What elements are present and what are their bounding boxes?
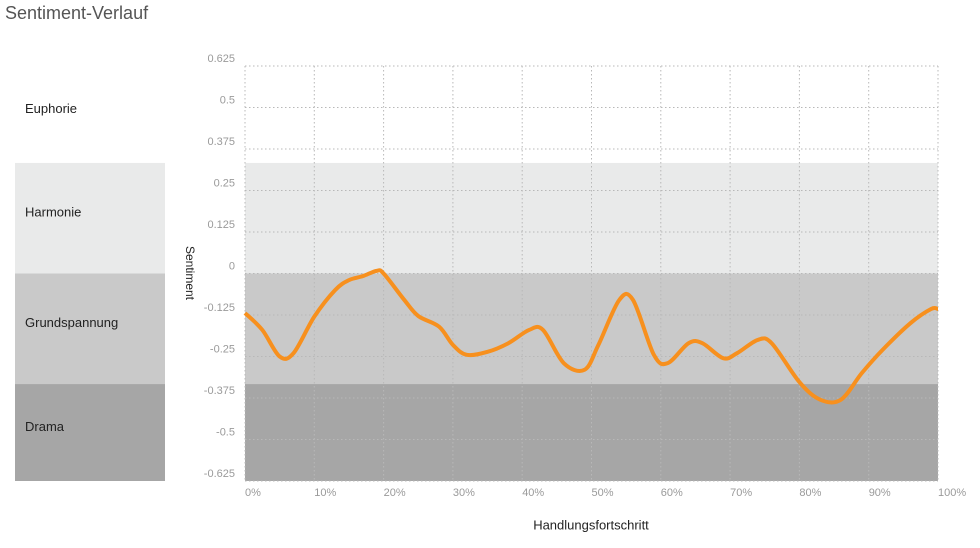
line: [243, 268, 939, 405]
y-tick-label: 0.625: [207, 53, 235, 65]
x-tick-label: 80%: [799, 487, 821, 499]
band-legend: [15, 273, 165, 385]
band-legend: [15, 384, 165, 481]
x-tick-label: 90%: [869, 487, 891, 499]
band: [245, 273, 938, 385]
x-axis-label: Handlungsfortschritt: [533, 517, 649, 532]
x-tick-label: 100%: [938, 487, 966, 499]
x-tick-label: 60%: [661, 487, 683, 499]
band-label: Harmonie: [25, 205, 81, 220]
band-label: Drama: [25, 419, 65, 434]
y-tick-label: 0.125: [207, 219, 235, 231]
x-tick-label: 0%: [245, 487, 261, 499]
chart-title: Sentiment-Verlauf: [5, 3, 149, 23]
band-label: Grundspannung: [25, 315, 118, 330]
band-legend: [15, 66, 165, 163]
x-tick-label: 70%: [730, 487, 752, 499]
band-legend: [15, 162, 165, 274]
x-tick-label: 20%: [384, 487, 406, 499]
band-label: Euphorie: [25, 101, 77, 116]
y-tick-label: 0.25: [214, 177, 235, 189]
y-tick-label: -0.125: [204, 302, 235, 314]
y-tick-label: -0.375: [204, 385, 235, 397]
y-tick-label: -0.625: [204, 468, 235, 480]
y-tick-label: -0.25: [210, 343, 235, 355]
x-tick-label: 30%: [453, 487, 475, 499]
x-tick-label: 50%: [592, 487, 614, 499]
y-tick-label: -0.5: [216, 426, 235, 438]
x-tick-label: 40%: [522, 487, 544, 499]
y-tick-label: 0.5: [220, 94, 235, 106]
y-tick-label: 0: [229, 260, 235, 272]
x-tick-label: 10%: [314, 487, 336, 499]
y-axis-label: Sentiment: [183, 246, 197, 301]
y-tick-label: 0.375: [207, 136, 235, 148]
